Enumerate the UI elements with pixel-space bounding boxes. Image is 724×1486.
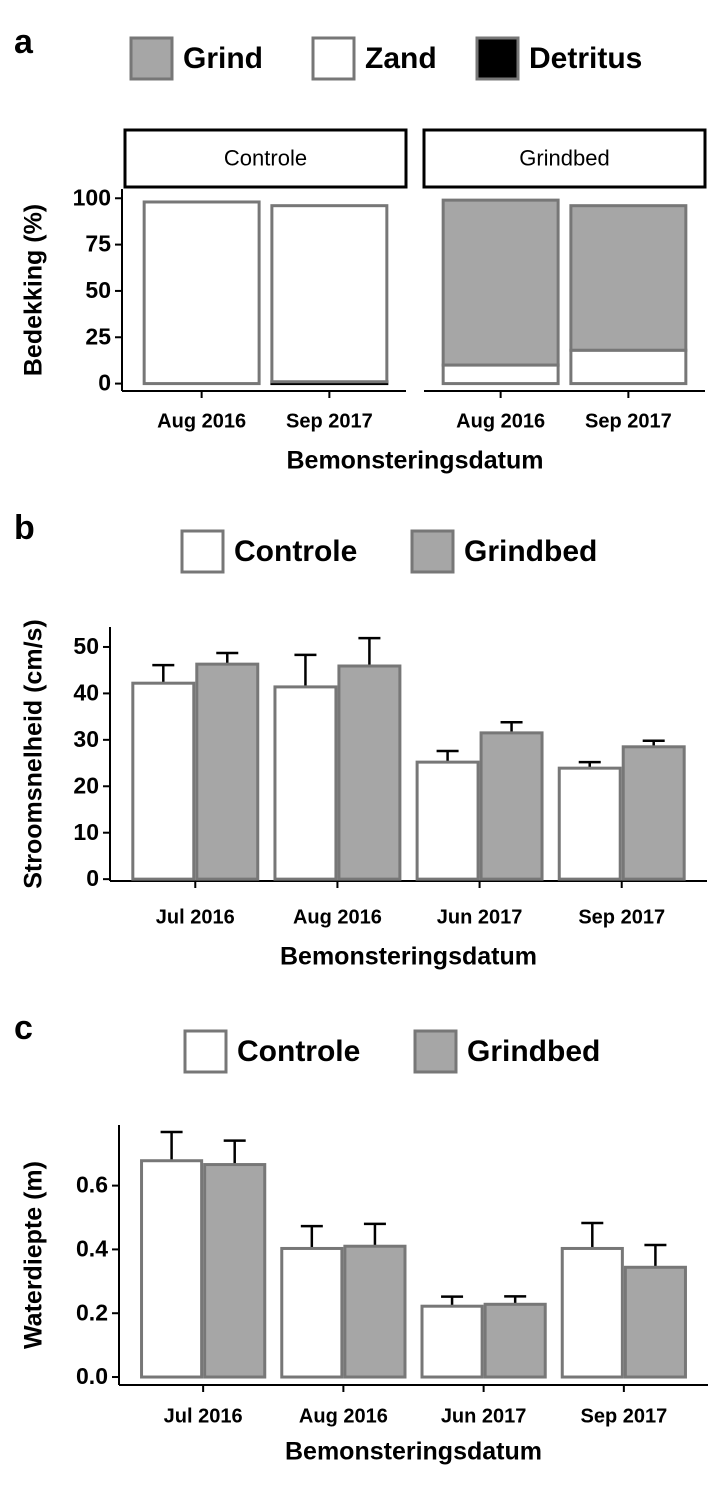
bar: [483, 1302, 547, 1379]
y-axis-title: Bedekking (%): [20, 204, 48, 376]
y-tick-label: 0.0: [76, 1363, 108, 1389]
x-tick-label: Jun 2017: [437, 906, 523, 928]
bar: [343, 1244, 407, 1379]
legend-swatch: [311, 36, 356, 81]
legend-swatch: [410, 529, 455, 574]
legend-swatch: [183, 1029, 228, 1074]
y-axis-title: Waterdiepte (m): [20, 1161, 48, 1349]
legend-swatch: [129, 36, 174, 81]
legend-swatch: [475, 36, 520, 81]
legend-label: Grindbed: [467, 1035, 600, 1068]
legend-swatch: [180, 529, 225, 574]
x-tick-label: Sep 2017: [585, 410, 672, 432]
panel-label: a: [14, 23, 34, 61]
panel-label: c: [14, 1009, 33, 1047]
x-tick-label: Sep 2017: [286, 410, 373, 432]
bar: [560, 1246, 624, 1379]
y-tick-label: 40: [73, 679, 99, 705]
legend-label: Controle: [237, 1035, 360, 1068]
legend-label: Zand: [365, 42, 437, 75]
bar: [280, 1246, 344, 1379]
bar: [337, 664, 402, 881]
x-tick-label: Jun 2017: [441, 1405, 527, 1427]
y-tick-label: 30: [73, 726, 99, 752]
y-tick-label: 0: [98, 370, 111, 396]
y-tick-label: 20: [73, 772, 99, 798]
facet-title: Controle: [224, 145, 307, 170]
bar: [195, 662, 260, 881]
legend-label: Grind: [183, 42, 263, 75]
x-tick-label: Jul 2016: [156, 906, 235, 928]
bar-segment: [441, 198, 560, 367]
bar-segment: [441, 363, 560, 386]
x-tick-label: Aug 2016: [157, 410, 246, 432]
bar: [479, 731, 544, 881]
x-tick-label: Sep 2017: [580, 1405, 667, 1427]
bar: [273, 685, 338, 881]
y-tick-label: 0: [86, 865, 99, 891]
facet-strip: [123, 128, 408, 189]
legend-swatch: [413, 1029, 458, 1074]
bar: [415, 760, 480, 881]
bar: [420, 1304, 484, 1379]
bar: [203, 1163, 267, 1379]
x-axis-title: Bemonsteringsdatum: [285, 1438, 542, 1466]
x-axis-title: Bemonsteringsdatum: [287, 447, 544, 475]
y-tick-label: 100: [73, 184, 111, 210]
y-axis-title: Stroomsnelheid (cm/s): [20, 619, 48, 889]
bar: [623, 1265, 687, 1379]
x-tick-label: Sep 2017: [578, 906, 665, 928]
facet-title: Grindbed: [519, 145, 610, 170]
bar: [140, 1159, 204, 1379]
facet-strip: [422, 128, 707, 189]
y-tick-label: 0.4: [76, 1235, 108, 1261]
x-axis-title: Bemonsteringsdatum: [280, 943, 537, 971]
bar: [131, 681, 196, 881]
panel-label: b: [14, 509, 35, 547]
legend-label: Grindbed: [464, 535, 597, 568]
y-tick-label: 0.2: [76, 1299, 108, 1325]
y-tick-label: 50: [85, 277, 111, 303]
x-tick-label: Aug 2016: [293, 906, 382, 928]
y-tick-label: 50: [73, 633, 99, 659]
bar-segment: [270, 204, 389, 384]
bar-segment: [569, 204, 688, 352]
x-tick-label: Aug 2016: [299, 1405, 388, 1427]
y-tick-label: 10: [73, 819, 99, 845]
y-tick-label: 25: [85, 323, 111, 349]
y-tick-label: 75: [85, 231, 111, 257]
bar: [621, 745, 686, 881]
x-tick-label: Aug 2016: [456, 410, 545, 432]
x-tick-label: Jul 2016: [164, 1405, 243, 1427]
legend-label: Controle: [234, 535, 357, 568]
legend-label: Detritus: [529, 42, 642, 75]
bar-segment: [142, 200, 261, 386]
y-tick-label: 0.6: [76, 1172, 108, 1198]
bar: [557, 766, 622, 881]
bar-segment: [569, 348, 688, 386]
